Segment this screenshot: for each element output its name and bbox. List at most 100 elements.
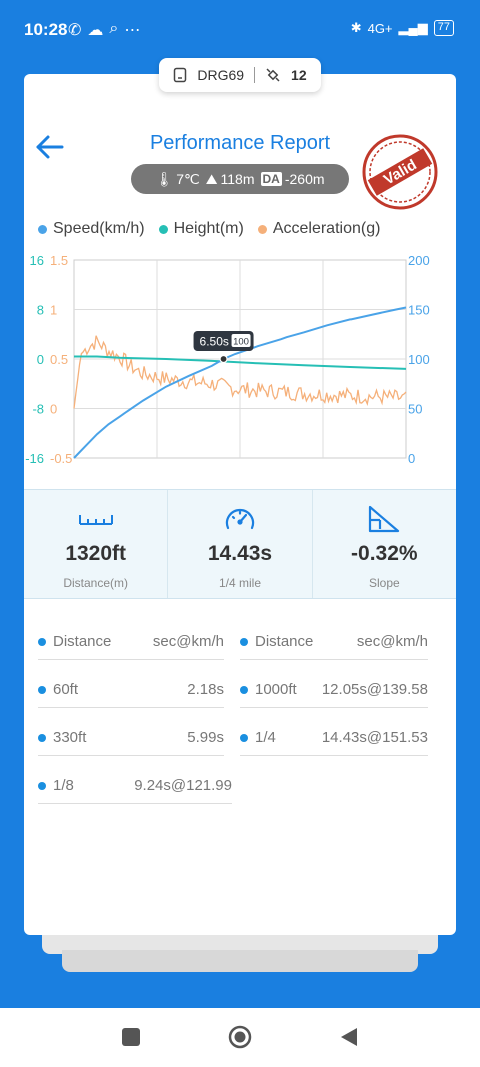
performance-chart[interactable]: 16 8 0 -8 -16 1.5 1 0.5 0 -0.5 200 150 100 50 0 6.50s 10… [24, 250, 456, 470]
result-val: 14.43s@151.53 [321, 729, 428, 746]
result-key: 1/4 [255, 729, 276, 746]
thermometer-icon: 🌡 [155, 170, 174, 187]
acceleration-series-line [73, 335, 407, 409]
tooltip-time: 6.50s [200, 335, 229, 349]
stat-value: 1320ft [65, 542, 127, 565]
stat-quarter-mile: 14.43s 1/4 mile [167, 490, 311, 598]
status-time: 10:28 [24, 20, 68, 39]
valid-stamp: Valid [362, 134, 438, 210]
network-label: 4G+ [367, 20, 393, 36]
stat-value: 14.43s [207, 542, 273, 565]
accel-tick-label: 0 [50, 402, 57, 417]
stat-label: Distance(m) [63, 576, 128, 590]
bullet-icon [38, 781, 46, 790]
stamp-text: Valid [381, 156, 420, 188]
result-row: 1000ft 12.05s@139.58 [240, 672, 428, 708]
speed-tick-label: 50 [408, 402, 422, 417]
signal-icon: ▂▄▆ [398, 20, 428, 35]
satellite-icon [266, 68, 280, 82]
bullet-icon [240, 685, 248, 694]
result-row: 60ft 2.18s [38, 672, 224, 708]
device-selector[interactable]: DRG69 12 [159, 58, 321, 92]
header-key: Distance [255, 633, 314, 650]
search-icon: ⌕ [109, 20, 119, 37]
tooltip-speed-badge [231, 334, 251, 347]
stat-value: -0.32% [351, 542, 418, 565]
result-key: 1/8 [53, 777, 74, 794]
legend-dot [257, 224, 267, 234]
accel-tick-label: 1.5 [50, 253, 68, 268]
legend-speed[interactable]: Speed(km/h) [38, 220, 145, 238]
legend-label: Acceleration(g) [272, 220, 381, 237]
ruler-icon [78, 515, 113, 525]
bullet-icon [240, 733, 248, 742]
bluetooth-icon: ✱ [350, 20, 362, 35]
speedometer-icon [225, 508, 255, 530]
stat-distance: 1320ft Distance(m) [24, 490, 167, 598]
result-row: 1/4 14.43s@151.53 [240, 720, 428, 756]
header-key: Distance [53, 633, 112, 650]
result-val: 5.99s [187, 729, 224, 746]
chart-legend: Speed(km/h) Height(m) Acceleration(g) [38, 220, 380, 238]
height-tick-label: -16 [25, 451, 44, 466]
satellite-count: 12 [291, 67, 307, 83]
result-val: 2.18s [187, 681, 224, 698]
tooltip-marker [219, 354, 228, 364]
status-bar: 10:28 ✆ ☁ ⌕ ⋯ ✱ 4G+ ▂▄▆ 77 [0, 0, 480, 60]
more-icon: ⋯ [124, 22, 141, 39]
page-title: Performance Report [149, 132, 331, 154]
temperature: 7℃ [176, 170, 200, 187]
bullet-icon [240, 637, 248, 646]
divider [254, 67, 256, 83]
bullet-icon [38, 733, 46, 742]
results-header: Distance sec@km/h [38, 624, 224, 660]
stat-label: Slope [368, 576, 400, 590]
result-key: 60ft [53, 681, 79, 698]
result-val: 9.24s@121.99 [134, 777, 232, 794]
card-stack-shadow [62, 950, 418, 972]
speed-tick-label: 150 [408, 303, 430, 318]
report-card: Performance Report Valid 🌡 7℃ ⛰ 118m DA … [24, 74, 456, 935]
speed-tick-label: 200 [408, 253, 430, 268]
stat-slope: -0.32% Slope [311, 490, 456, 598]
legend-dot [38, 224, 47, 234]
system-nav-bar [0, 1008, 480, 1067]
bullet-icon [38, 685, 46, 694]
header-val: sec@km/h [356, 633, 428, 650]
bullet-icon [38, 637, 46, 646]
legend-height[interactable]: Height(m) [158, 220, 244, 238]
result-val: 12.05s@139.58 [321, 681, 428, 698]
back-button[interactable] [338, 1026, 360, 1048]
legend-label: Speed(km/h) [53, 220, 145, 237]
tooltip-speed: 100 [233, 337, 249, 348]
density-altitude: -260m [284, 171, 325, 187]
slope-icon [369, 505, 400, 533]
altitude: 118m [220, 171, 255, 187]
accel-tick-label: -0.5 [50, 451, 72, 466]
height-tick-label: 0 [37, 352, 44, 367]
result-key: 1000ft [255, 681, 297, 698]
result-row: 330ft 5.99s [38, 720, 224, 756]
back-arrow-icon[interactable] [32, 130, 66, 164]
recents-button[interactable] [120, 1026, 142, 1048]
header-val: sec@km/h [152, 633, 224, 650]
battery-icon: 77 [433, 20, 454, 36]
speed-tick-label: 0 [408, 451, 415, 466]
device-name: DRG69 [197, 67, 245, 83]
height-tick-label: 16 [30, 253, 44, 268]
home-button[interactable] [227, 1024, 253, 1050]
height-tick-label: 8 [37, 303, 44, 318]
height-series-line [74, 355, 407, 370]
conditions-pill: 🌡 7℃ ⛰ 118m DA -260m [131, 164, 349, 194]
results-header: Distance sec@km/h [240, 624, 428, 660]
whatsapp-icon: ✆ [68, 22, 82, 39]
stat-label: 1/4 mile [218, 576, 261, 590]
cloud-icon: ☁ [87, 22, 104, 39]
device-icon [174, 67, 187, 83]
stats-panel: 1320ft Distance(m) 14.43s 1/4 mile -0.32… [24, 489, 456, 599]
height-tick-label: -8 [32, 402, 44, 417]
result-key: 330ft [53, 729, 87, 746]
density-altitude-badge: DA [260, 172, 282, 186]
legend-acceleration[interactable]: Acceleration(g) [257, 220, 381, 238]
result-row: 1/8 9.24s@121.99 [38, 768, 232, 804]
